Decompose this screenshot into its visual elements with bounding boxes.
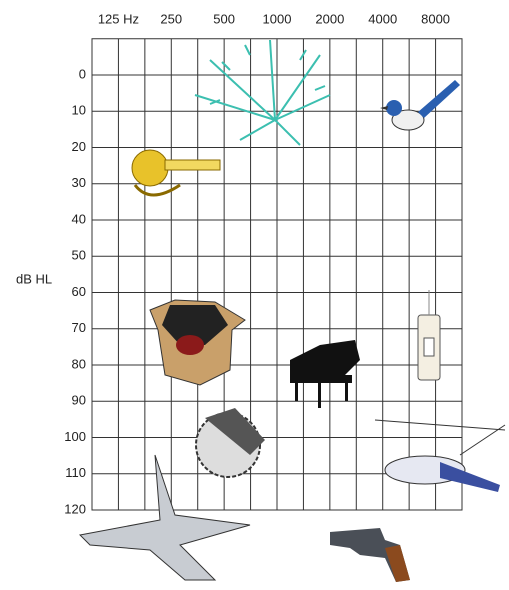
dog-illustration	[149, 299, 246, 386]
palm-illustration	[194, 39, 331, 146]
y-tick-label: 30	[72, 175, 86, 190]
x-tick-label: 1000	[263, 11, 292, 26]
x-tick-label: 250	[160, 11, 182, 26]
grid	[91, 38, 463, 511]
revolver-illustration	[330, 528, 410, 582]
x-tick-label: 2000	[315, 11, 344, 26]
x-tick-label: 500	[213, 11, 235, 26]
bird-illustration	[380, 80, 460, 131]
y-tick-label: 120	[64, 501, 86, 516]
y-tick-label: 70	[72, 320, 86, 335]
y-tick-label: 20	[72, 139, 86, 154]
y-tick-label: 100	[64, 429, 86, 444]
helicopter-illustration	[374, 419, 506, 492]
y-tick-label: 50	[72, 248, 86, 263]
y-tick-label: 110	[65, 465, 86, 480]
x-tick-label: 8000	[421, 11, 450, 26]
y-axis-label: dB HL	[16, 271, 52, 286]
switch-illustration	[417, 290, 441, 381]
y-tick-label: 40	[72, 211, 86, 226]
x-tick-label: 125 Hz	[98, 11, 139, 26]
x-tick-label: 4000	[368, 11, 397, 26]
piano-illustration	[290, 340, 360, 408]
y-tick-label: 80	[72, 356, 86, 371]
jet-illustration	[78, 454, 251, 581]
y-tick-label: 0	[79, 66, 86, 81]
y-tick-label: 10	[72, 103, 86, 118]
trumpet-illustration	[131, 149, 221, 197]
y-tick-label: 90	[72, 393, 86, 408]
y-tick-label: 60	[72, 284, 86, 299]
saw-illustration	[195, 408, 265, 478]
